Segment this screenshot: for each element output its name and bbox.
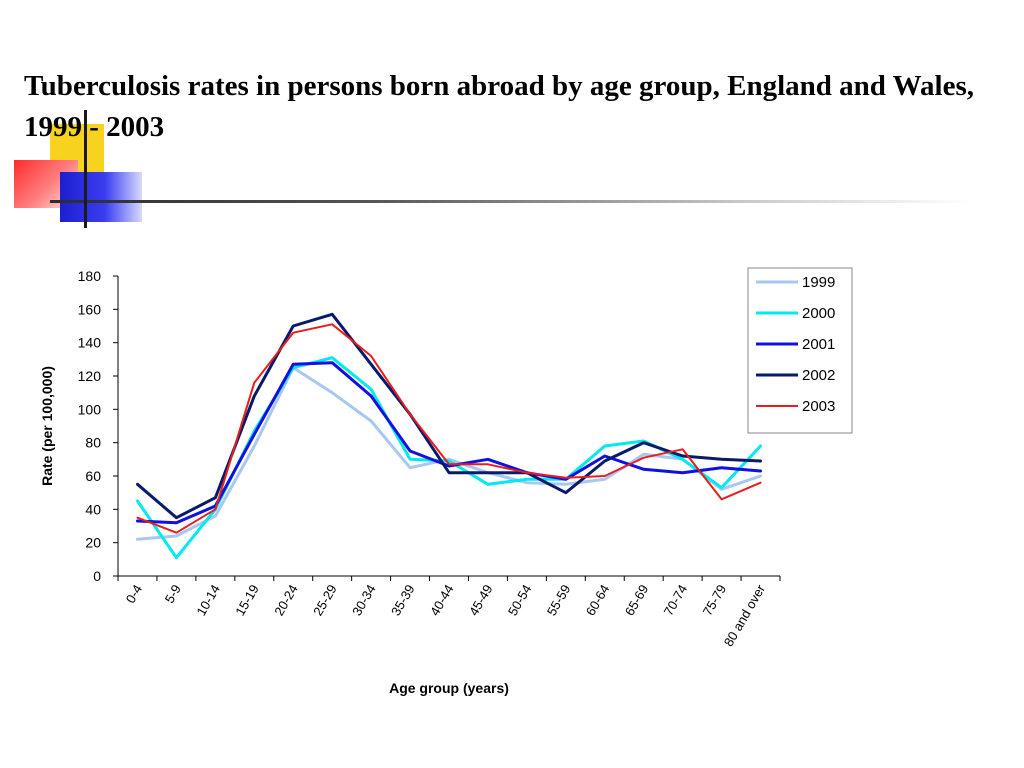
- y-tick-label: 100: [78, 401, 102, 417]
- y-axis-title: Rate (per 100,000): [39, 366, 55, 486]
- x-tick-label: 25-29: [310, 582, 340, 618]
- x-tick-label: 75-79: [700, 582, 730, 618]
- blue-square-decoration: [60, 172, 142, 222]
- x-tick-label: 35-39: [388, 582, 418, 618]
- legend-label-1999: 1999: [802, 274, 835, 291]
- horizontal-rule-decoration: [50, 200, 970, 203]
- x-tick-label: 60-64: [583, 582, 613, 618]
- x-tick-label: 45-49: [466, 582, 496, 618]
- x-tick-label: 0-4: [123, 582, 145, 606]
- series-line-1999: [136, 366, 762, 541]
- legend-label-2001: 2001: [802, 336, 835, 353]
- legend-label-2000: 2000: [802, 305, 835, 322]
- legend-label-2002: 2002: [802, 367, 835, 384]
- y-tick-label: 80: [85, 435, 101, 451]
- x-tick-label: 30-34: [349, 582, 379, 618]
- y-tick-label: 180: [78, 268, 102, 284]
- y-tick-label: 120: [78, 368, 102, 384]
- series-line-2001: [136, 361, 762, 525]
- y-tick-label: 0: [93, 568, 101, 584]
- legend-box: [747, 267, 853, 434]
- slide-title: Tuberculosis rates in persons born abroa…: [24, 70, 975, 143]
- x-tick-label: 70-74: [661, 582, 691, 618]
- x-tick-label: 20-24: [271, 582, 301, 618]
- y-tick-label: 140: [78, 335, 102, 351]
- x-tick-label: 5-9: [162, 582, 184, 606]
- x-tick-label: 55-59: [544, 582, 574, 618]
- y-tick-label: 20: [85, 535, 101, 551]
- x-tick-label: 15-19: [232, 582, 262, 618]
- series-line-2003: [136, 323, 762, 534]
- y-tick-label: 160: [78, 301, 102, 317]
- x-tick-label: 40-44: [427, 582, 457, 618]
- y-tick-label: 40: [85, 501, 101, 517]
- x-tick-label: 65-69: [622, 582, 652, 618]
- y-tick-label: 60: [85, 468, 101, 484]
- legend-label-2003: 2003: [802, 398, 835, 415]
- vertical-rule-decoration: [84, 110, 87, 228]
- x-axis-title: Age group (years): [389, 680, 509, 696]
- x-tick-label: 10-14: [193, 582, 223, 618]
- series-line-2002: [136, 312, 762, 520]
- x-tick-label: 50-54: [505, 582, 535, 618]
